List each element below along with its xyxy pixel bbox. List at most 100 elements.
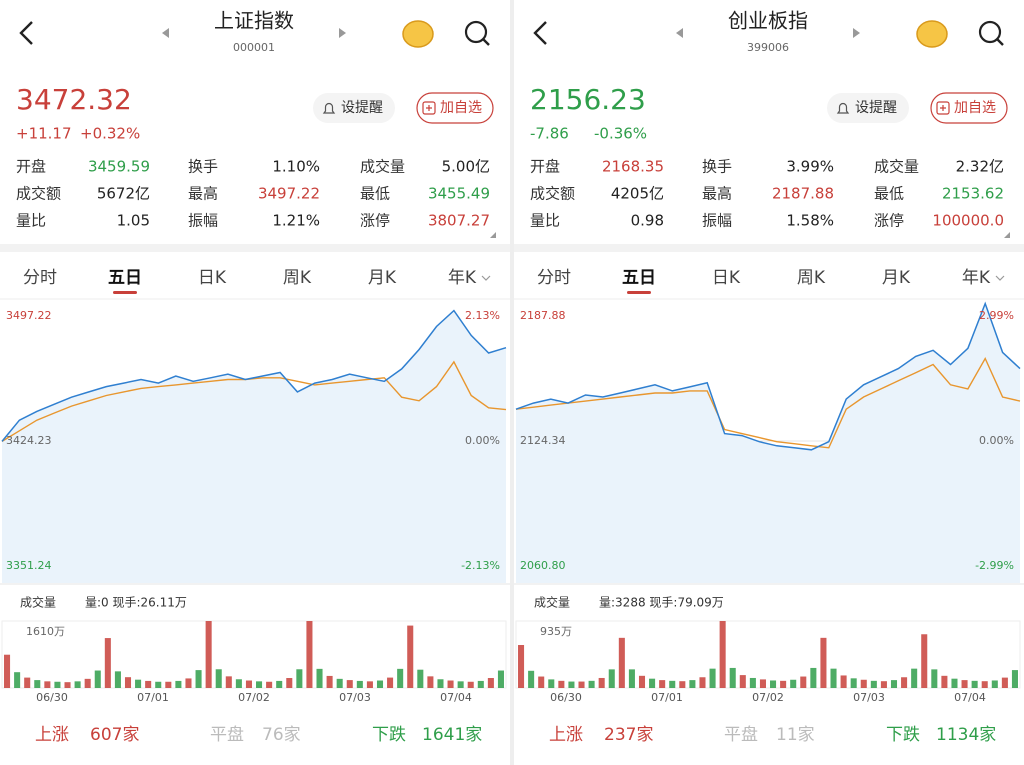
remind-label: 设提醒 <box>341 100 383 116</box>
average-line <box>515 356 1021 449</box>
tab[interactable]: 日K <box>712 268 741 288</box>
prev-arrow[interactable] <box>162 28 169 38</box>
stat-label: 成交量 <box>360 158 405 176</box>
tab[interactable]: 五日 <box>622 268 656 288</box>
volume-bar <box>568 681 575 688</box>
volume-bar <box>447 680 454 688</box>
volume-bar <box>225 676 232 688</box>
stat-value: 2153.62 <box>942 185 1004 203</box>
volume-bar <box>548 679 555 688</box>
volume-title: 成交量 <box>534 595 570 610</box>
mascot-icon[interactable] <box>402 20 434 48</box>
search-icon[interactable] <box>978 20 1002 44</box>
plus-icon <box>936 101 950 115</box>
volume-bar <box>235 679 242 688</box>
volume-bar <box>477 680 484 688</box>
price-area <box>2 310 506 583</box>
volume-bar <box>588 680 595 688</box>
volume-bar <box>921 634 928 688</box>
watch-button[interactable] <box>930 92 1008 124</box>
tab[interactable]: 年K <box>448 268 477 288</box>
tab[interactable]: 分时 <box>537 268 571 288</box>
volume-bar <box>810 667 817 688</box>
volume-bar <box>64 682 71 688</box>
next-arrow[interactable] <box>853 28 860 38</box>
stat-value: 3455.49 <box>428 185 490 203</box>
tab[interactable]: 年K <box>962 268 991 288</box>
next-arrow[interactable] <box>339 28 346 38</box>
volume-bar <box>427 676 434 688</box>
stat-label: 涨停 <box>360 212 390 230</box>
tab-underline <box>627 291 651 294</box>
volume-bar <box>74 681 81 688</box>
tab[interactable]: 月K <box>368 268 397 288</box>
volume-bar <box>316 668 323 688</box>
volume-bar <box>296 669 303 688</box>
stat-value: 2168.35 <box>602 158 664 176</box>
volume-bar <box>598 677 605 688</box>
volume-bar <box>890 680 898 688</box>
watch-button[interactable] <box>416 92 494 124</box>
bell-icon <box>836 102 850 114</box>
volume-bar <box>145 680 152 688</box>
back-button[interactable] <box>533 21 547 45</box>
volume-bar <box>155 681 162 688</box>
volume-bar <box>1011 670 1018 688</box>
bell-icon <box>322 102 336 114</box>
volume-bar <box>205 621 212 688</box>
stat-label: 换手 <box>702 158 732 176</box>
volume-bar <box>376 680 384 688</box>
change: +11.17 <box>16 125 72 143</box>
remind-button[interactable] <box>313 93 395 123</box>
volume-bar <box>699 677 706 688</box>
date-label: 07/04 <box>954 691 986 704</box>
tab[interactable]: 分时 <box>23 268 57 288</box>
volume-bar <box>558 680 565 688</box>
stat-label: 成交额 <box>530 185 575 203</box>
volume-bar <box>739 675 746 688</box>
price: 2156.23 <box>530 83 646 116</box>
date-label: 07/03 <box>339 691 371 704</box>
pct-top-label: 2.99% <box>979 309 1014 322</box>
volume-bar <box>94 670 101 688</box>
stat-label: 最低 <box>874 185 904 203</box>
back-button[interactable] <box>19 21 33 45</box>
y-top-label: 2187.88 <box>520 309 566 322</box>
volume-bar <box>175 680 182 688</box>
volume-bar <box>518 645 525 688</box>
tab[interactable]: 周K <box>797 268 826 288</box>
pct-mid-label: 0.00% <box>465 434 500 447</box>
volume-bar <box>366 681 373 688</box>
prev-arrow[interactable] <box>676 28 683 38</box>
remind-label: 设提醒 <box>855 100 897 116</box>
volume-max-label: 935万 <box>540 625 572 638</box>
volume-bar <box>931 669 938 688</box>
volume-bar <box>44 681 51 688</box>
volume-bar <box>266 681 273 688</box>
stat-value: 3807.27 <box>428 212 490 230</box>
volume-bar <box>820 637 827 688</box>
stat-label: 振幅 <box>188 212 218 230</box>
mascot-icon[interactable] <box>916 20 948 48</box>
stat-label: 换手 <box>188 158 218 176</box>
tab[interactable]: 周K <box>283 268 312 288</box>
tab[interactable]: 月K <box>882 268 911 288</box>
volume-title: 成交量 <box>20 595 56 610</box>
volume-bar <box>528 670 535 688</box>
volume-bar <box>256 681 263 688</box>
volume-bar <box>790 679 797 688</box>
volume-bar <box>850 678 857 688</box>
stat-value: 1.05 <box>117 212 150 230</box>
footer-label: 上涨 <box>35 725 69 745</box>
price: 3472.32 <box>16 83 132 116</box>
tab[interactable]: 五日 <box>108 268 142 288</box>
stat-label: 涨停 <box>874 212 904 230</box>
volume-bar <box>4 654 11 688</box>
pct-mid-label: 0.00% <box>979 434 1014 447</box>
tab[interactable]: 日K <box>198 268 227 288</box>
volume-bar <box>336 678 343 688</box>
remind-button[interactable] <box>827 93 909 123</box>
search-icon[interactable] <box>464 20 488 44</box>
volume-bar <box>991 680 998 688</box>
footer-label: 下跌 <box>372 725 406 745</box>
